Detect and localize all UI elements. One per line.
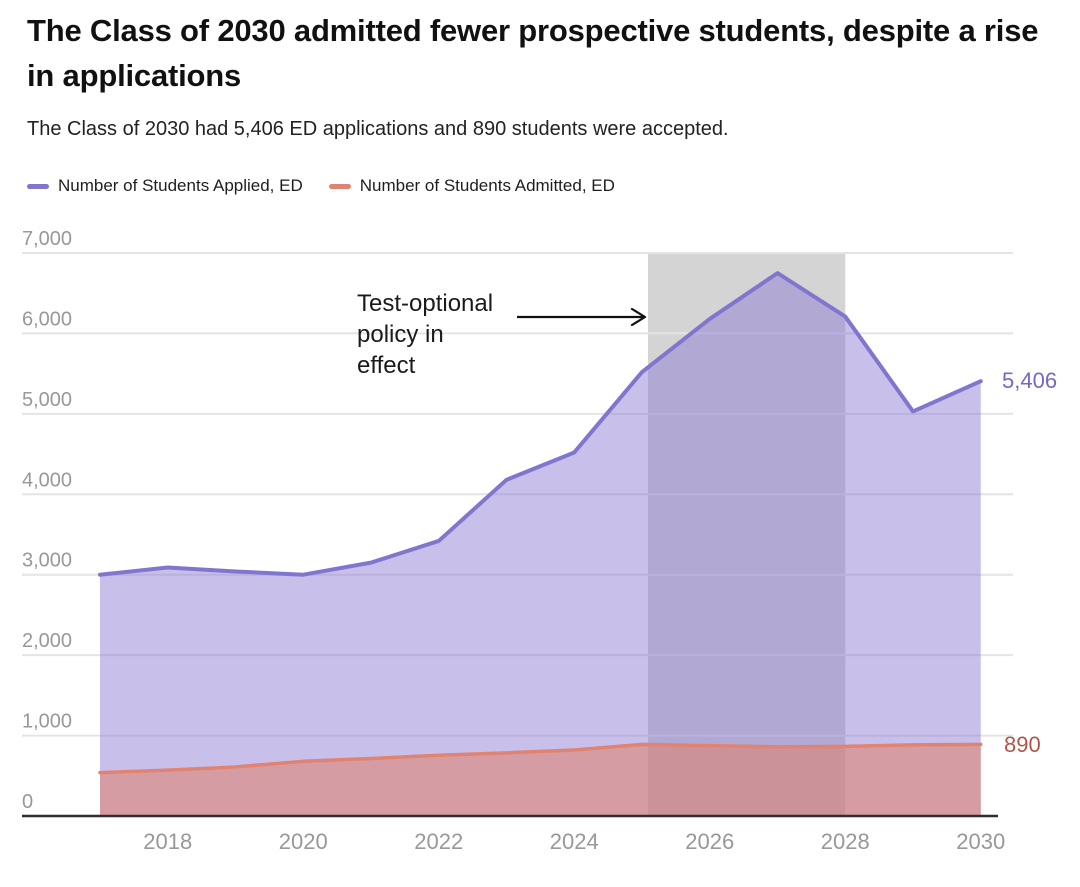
- x-tick-label-2030: 2030: [956, 829, 1005, 854]
- x-tick-label-2020: 2020: [279, 829, 328, 854]
- legend-item-admitted: Number of Students Admitted, ED: [328, 176, 615, 196]
- series-layer: [98, 271, 983, 816]
- admitted-end-label: 890: [1004, 732, 1041, 757]
- x-tick-label-2018: 2018: [143, 829, 192, 854]
- x-tick-label-2026: 2026: [685, 829, 734, 854]
- y-tick-label-0: 0: [22, 791, 33, 813]
- annotation-arrow: [517, 307, 647, 327]
- y-tick-label-6000: 6,000: [22, 308, 72, 330]
- chart-title: The Class of 2030 admitted fewer prospec…: [27, 13, 1039, 93]
- legend-item-applied: Number of Students Applied, ED: [27, 176, 303, 196]
- x-tick-label-2024: 2024: [550, 829, 599, 854]
- y-tick-label-2000: 2,000: [22, 630, 72, 652]
- legend-swatch-applied-icon: [27, 183, 49, 189]
- x-tick-label-2022: 2022: [414, 829, 463, 854]
- y-tick-label-5000: 5,000: [22, 389, 72, 411]
- applied-end-label: 5,406: [1002, 368, 1057, 393]
- chart-subtitle: The Class of 2030 had 5,406 ED applicati…: [27, 118, 729, 140]
- series-area-0: [100, 273, 981, 816]
- x-tick-label-2028: 2028: [821, 829, 870, 854]
- y-tick-label-1000: 1,000: [22, 711, 72, 733]
- tick-label-layer: 0 1,000 2,000 3,000 4,000 5,000 6,000 7,000 2018…: [22, 228, 1005, 854]
- y-tick-label-3000: 3,000: [22, 550, 72, 572]
- shaded-region-layer: [648, 253, 846, 816]
- series-line-1: [98, 742, 983, 775]
- legend-swatch-admitted-icon: [328, 183, 351, 189]
- annotation-line-2: policy in: [357, 321, 444, 348]
- y-tick-label-4000: 4,000: [22, 469, 72, 491]
- legend: Number of Students Applied, ED Number of…: [27, 176, 615, 196]
- series-line-0: [98, 271, 983, 577]
- shaded-region: [648, 253, 846, 816]
- arrow-head-icon: [630, 307, 647, 327]
- gridline-layer: [22, 252, 1013, 737]
- annotation-line-3: effect: [357, 352, 416, 379]
- annotation-line-1: Test-optional: [357, 290, 494, 317]
- annotation-text: Test-optional policy in effect: [357, 288, 527, 381]
- legend-label-applied: Number of Students Applied, ED: [58, 176, 303, 195]
- y-tick-label-7000: 7,000: [22, 228, 72, 250]
- legend-label-admitted: Number of Students Admitted, ED: [359, 176, 615, 195]
